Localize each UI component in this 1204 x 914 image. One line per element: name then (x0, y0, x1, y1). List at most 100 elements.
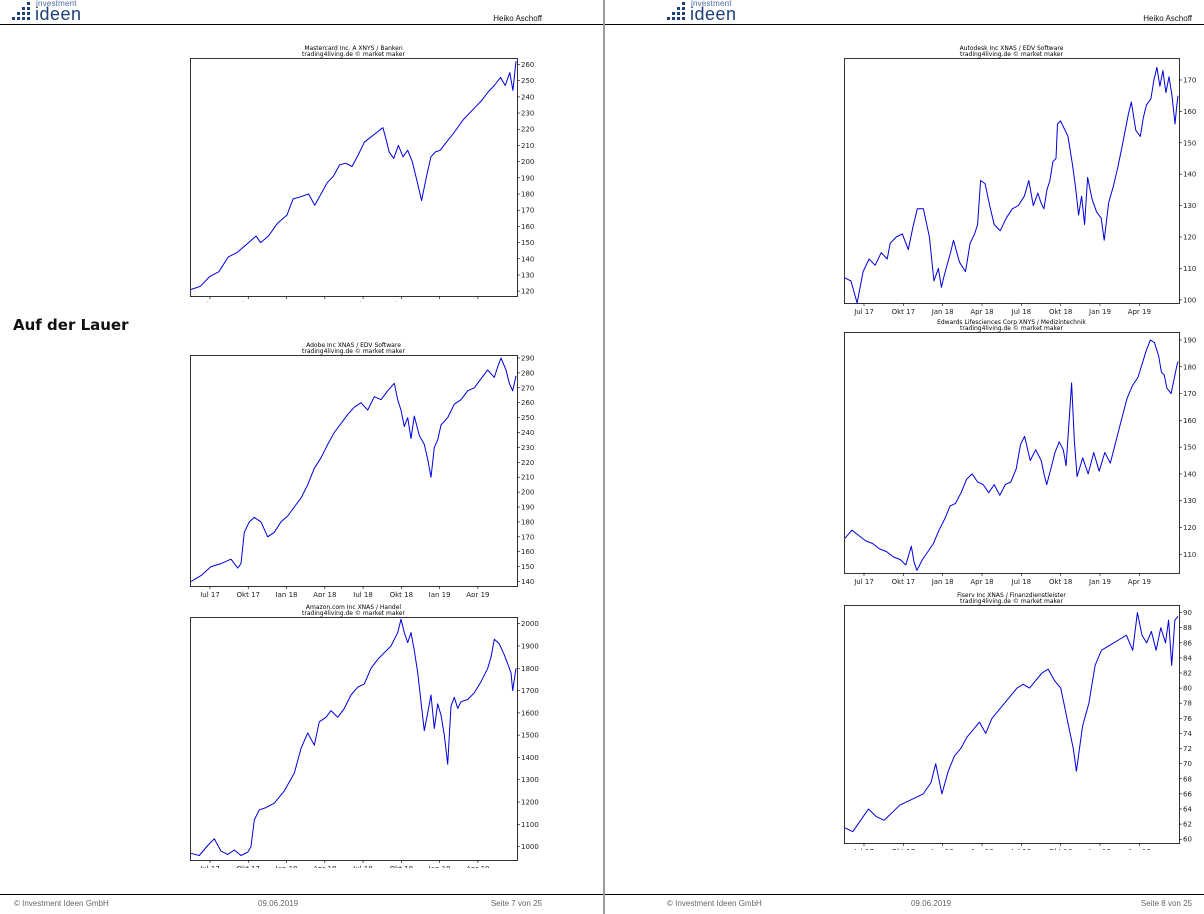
y-tick-label: 62 (1183, 821, 1192, 829)
x-tick-label: Apr 19 (1128, 578, 1151, 586)
x-tick-label: Apr 19 (466, 591, 489, 597)
y-tick-label: 140 (1183, 171, 1196, 179)
x-tick-label: Jul 18 (352, 865, 373, 868)
y-tick-label: 170 (521, 207, 534, 215)
x-tick-label: Okt 17 (237, 865, 260, 868)
y-tick-label: 180 (521, 518, 534, 526)
x-tick-label: Jan 19 (1088, 848, 1111, 850)
chart-fiserv: Fiserv Inc XNAS / Finanzdienstleister tra… (844, 591, 1204, 850)
price-line (844, 339, 1179, 571)
y-tick-label: 76 (1183, 715, 1192, 723)
y-tick-label: 140 (521, 255, 534, 263)
x-tick-label: Jul 18 (1011, 848, 1032, 850)
x-tick-label: Okt 17 (237, 301, 260, 302)
y-tick-label: 120 (521, 288, 534, 296)
y-tick-label: 82 (1183, 670, 1192, 678)
plot-frame (844, 605, 1180, 844)
chart-edwards: Edwards Lifesciences Corp XNYS / Medizin… (844, 318, 1204, 587)
x-tick-label: Jan 19 (428, 591, 451, 597)
brand-small-text: investment (691, 0, 732, 8)
x-tick-label: Apr 19 (466, 301, 489, 302)
x-tick-label: Okt 18 (390, 591, 413, 597)
x-tick-label: Okt 17 (892, 308, 915, 316)
x-tick-label: Okt 18 (1049, 578, 1072, 586)
y-tick-label: 1600 (521, 709, 539, 717)
x-tick-label: Okt 18 (390, 865, 413, 868)
y-tick-label: 1700 (521, 687, 539, 695)
chart-title: Edwards Lifesciences Corp XNYS / Medizin… (937, 319, 1086, 326)
y-tick-label: 120 (1183, 234, 1196, 242)
y-tick-label: 150 (1183, 139, 1196, 147)
x-tick-label: Okt 17 (892, 578, 915, 586)
chart-subtitle: trading4living.de © market maker (960, 598, 1063, 605)
price-line (844, 66, 1179, 304)
footer-copyright: © Investment Ideen GmbH (667, 899, 762, 908)
plot-frame (190, 58, 518, 297)
chart-svg: Amazon.com Inc XNAS / Handeltrading4livi… (190, 604, 539, 868)
y-tick-label: 78 (1183, 700, 1192, 708)
chart-svg: Autodesk Inc XNAS / EDV Softwaretrading4… (844, 45, 1196, 316)
x-tick-label: Jul 18 (352, 591, 373, 597)
chart-svg: Adobe Inc XNAS / EDV Softwaretrading4liv… (190, 342, 534, 597)
x-tick-label: Jul 17 (199, 301, 220, 302)
x-tick-label: Jan 19 (428, 865, 451, 868)
section-title: Auf der Lauer (13, 316, 129, 334)
x-tick-label: Jan 18 (275, 591, 298, 597)
x-tick-label: Jan 18 (275, 301, 298, 302)
x-tick-label: Apr 18 (313, 865, 336, 868)
y-tick-label: 1400 (521, 754, 539, 762)
author-name: Heiko Aschoff (493, 14, 542, 23)
chart-title: Adobe Inc XNAS / EDV Software (306, 342, 401, 349)
y-tick-label: 190 (1183, 337, 1196, 345)
y-tick-label: 260 (521, 61, 534, 69)
y-tick-label: 140 (521, 578, 534, 586)
header-rule (605, 24, 1204, 25)
header-rule (0, 24, 603, 25)
x-tick-label: Jan 18 (931, 848, 954, 850)
chart-subtitle: trading4living.de © market maker (302, 610, 405, 617)
y-tick-label: 64 (1183, 806, 1192, 814)
y-tick-label: 180 (521, 191, 534, 199)
x-tick-label: Apr 18 (970, 308, 993, 316)
y-tick-label: 190 (521, 174, 534, 182)
chart-subtitle: trading4living.de © market maker (960, 51, 1063, 58)
y-tick-label: 210 (521, 142, 534, 150)
y-tick-label: 200 (521, 158, 534, 166)
brand-name: ideen (690, 4, 737, 24)
y-tick-label: 100 (1183, 296, 1196, 304)
y-tick-label: 260 (521, 399, 534, 407)
y-tick-label: 160 (521, 223, 534, 231)
x-tick-label: Jan 19 (1088, 308, 1111, 316)
x-tick-label: Apr 18 (970, 578, 993, 586)
x-tick-label: Jul 18 (1011, 308, 1032, 316)
y-tick-label: 230 (521, 444, 534, 452)
price-line (190, 357, 517, 582)
y-tick-label: 170 (1183, 390, 1196, 398)
y-tick-label: 160 (521, 548, 534, 556)
y-tick-label: 160 (1183, 417, 1196, 425)
plot-frame (844, 58, 1180, 304)
chart-subtitle: trading4living.de © market maker (302, 51, 405, 58)
y-tick-label: 1800 (521, 665, 539, 673)
x-tick-label: Apr 18 (313, 591, 336, 597)
chart-title: Mastercard Inc. A XNYS / Banken (304, 45, 403, 52)
y-tick-label: 86 (1183, 639, 1192, 647)
y-tick-label: 160 (1183, 108, 1196, 116)
chart-title: Amazon.com Inc XNAS / Handel (306, 604, 401, 611)
author-name: Heiko Aschoff (1143, 14, 1192, 23)
x-tick-label: Jul 17 (853, 308, 874, 316)
y-tick-label: 2000 (521, 620, 539, 628)
bar-grid-logo-icon (12, 1, 32, 23)
price-line (844, 612, 1179, 833)
y-tick-label: 150 (521, 239, 534, 247)
footer-page-number: Seite 7 von 25 (490, 899, 542, 908)
y-tick-label: 210 (521, 474, 534, 482)
x-tick-label: Apr 18 (313, 301, 336, 302)
y-tick-label: 220 (521, 459, 534, 467)
y-tick-label: 270 (521, 384, 534, 392)
x-tick-label: Okt 18 (1049, 308, 1072, 316)
y-tick-label: 220 (521, 126, 534, 134)
y-tick-label: 250 (521, 77, 534, 85)
y-tick-label: 72 (1183, 745, 1192, 753)
plot-frame (844, 332, 1180, 574)
